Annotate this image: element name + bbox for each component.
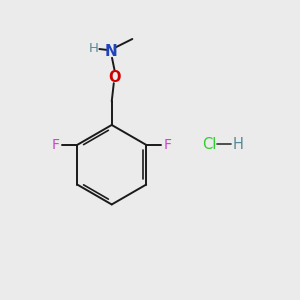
Text: O: O <box>108 70 121 85</box>
Text: F: F <box>163 138 171 152</box>
Text: H: H <box>233 136 244 152</box>
Text: H: H <box>89 42 99 55</box>
Text: F: F <box>52 138 60 152</box>
Text: N: N <box>105 44 118 59</box>
Text: Cl: Cl <box>202 136 216 152</box>
